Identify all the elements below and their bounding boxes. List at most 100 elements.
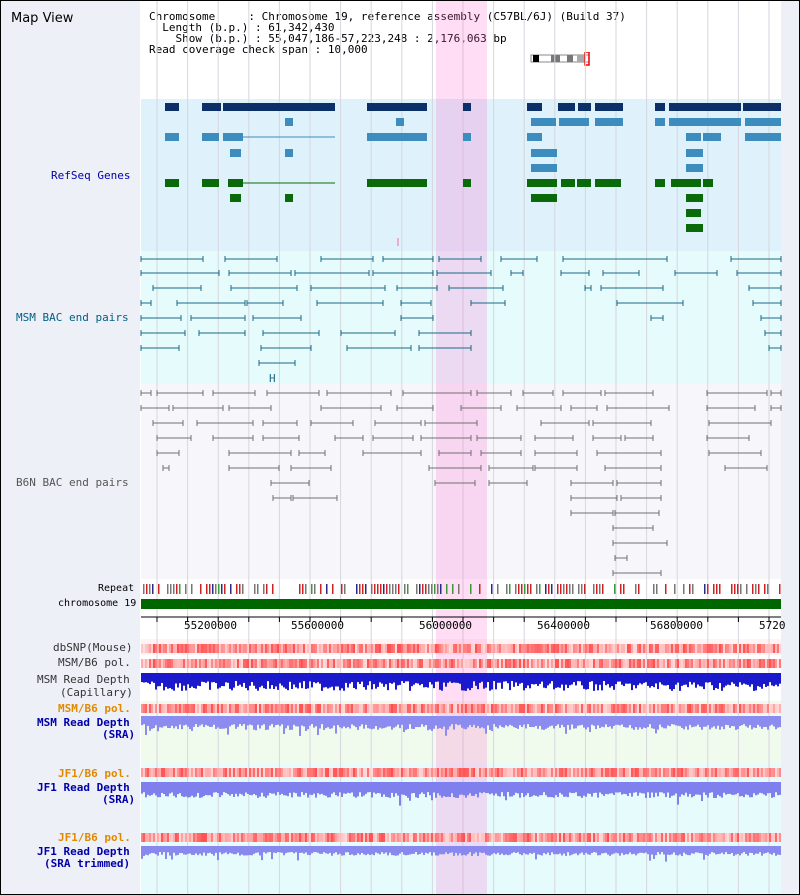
heat-strip-cell: [593, 833, 595, 842]
read-depth-bar: [239, 673, 241, 685]
heat-strip-cell: [473, 833, 475, 842]
read-depth-bar: [421, 673, 423, 684]
read-depth-bar: [553, 846, 555, 855]
read-depth-bar: [313, 716, 315, 728]
heat-strip-cell: [581, 704, 583, 713]
heat-strip-cell: [509, 659, 511, 668]
read-depth-bar: [725, 673, 727, 686]
read-depth-bar: [779, 782, 781, 795]
heat-strip-cell: [701, 644, 703, 653]
heat-strip-cell: [623, 659, 625, 668]
heat-strip-cell: [605, 833, 607, 842]
refseq-exon: [165, 133, 179, 141]
repeat-mark: [635, 584, 637, 594]
heat-strip-cell: [651, 768, 653, 777]
heat-strip-cell: [717, 768, 719, 777]
read-depth-bar: [765, 716, 767, 727]
heat-strip-cell: [337, 704, 339, 713]
heat-strip-cell: [181, 833, 183, 842]
read-depth-bar: [603, 782, 605, 796]
repeat-mark: [707, 584, 709, 594]
read-depth-bar: [721, 846, 723, 853]
heat-strip-cell: [645, 768, 647, 777]
heat-strip-cell: [275, 644, 277, 653]
read-depth-bar: [665, 846, 667, 862]
read-depth-bar: [147, 782, 149, 795]
read-depth-bar: [743, 846, 745, 853]
heat-strip-cell: [403, 659, 405, 668]
heat-strip-cell: [477, 644, 479, 653]
heat-strip-cell: [371, 833, 373, 842]
heat-strip-cell: [547, 704, 549, 713]
heat-strip-cell: [351, 833, 353, 842]
read-depth-bar: [711, 782, 713, 793]
read-depth-bar: [429, 673, 431, 683]
heat-strip-cell: [357, 644, 359, 653]
read-depth-bar: [327, 782, 329, 798]
heat-strip-cell: [677, 768, 679, 777]
heat-strip-cell: [261, 659, 263, 668]
read-depth-bar: [145, 846, 147, 855]
heat-strip-cell: [277, 768, 279, 777]
repeat-mark: [674, 584, 676, 594]
heat-strip-cell: [271, 659, 273, 668]
read-depth-bar: [571, 716, 573, 725]
read-depth-bar: [243, 846, 245, 856]
read-depth-bar: [401, 716, 403, 725]
heat-strip-cell: [481, 704, 483, 713]
read-depth-bar: [329, 782, 331, 798]
heat-strip-cell: [183, 644, 185, 653]
read-depth-bar: [297, 846, 299, 861]
read-depth-bar: [483, 782, 485, 793]
refseq-exon: [577, 179, 591, 187]
heat-strip-cell: [545, 704, 547, 713]
heat-strip-cell: [157, 704, 159, 713]
read-depth-bar: [405, 846, 407, 856]
read-depth-bar: [651, 846, 653, 855]
read-depth-bar: [745, 846, 747, 854]
heat-strip-cell: [499, 768, 501, 777]
read-depth-bar: [231, 716, 233, 725]
read-depth-bar: [607, 716, 609, 728]
heat-strip-cell: [231, 833, 233, 842]
heat-strip-cell: [685, 644, 687, 653]
read-depth-bar: [779, 846, 781, 855]
heat-strip-cell: [189, 768, 191, 777]
heat-strip-cell: [311, 644, 313, 653]
heat-strip-cell: [363, 704, 365, 713]
read-depth-bar: [467, 716, 469, 728]
heat-strip-cell: [335, 768, 337, 777]
heat-strip-cell: [267, 768, 269, 777]
heat-strip-cell: [183, 833, 185, 842]
heat-strip-cell: [295, 704, 297, 713]
read-depth-bar: [701, 716, 703, 730]
heat-strip-cell: [763, 659, 765, 668]
heat-strip-cell: [727, 644, 729, 653]
heat-strip-cell: [383, 659, 385, 668]
read-depth-bar: [529, 716, 531, 727]
heat-strip-cell: [669, 659, 671, 668]
heat-strip-cell: [495, 659, 497, 668]
read-depth-bar: [685, 716, 687, 727]
read-depth-bar: [589, 782, 591, 794]
heat-strip-cell: [509, 704, 511, 713]
read-depth-bar: [219, 716, 221, 729]
heat-strip-cell: [611, 704, 613, 713]
heat-strip-cell: [451, 644, 453, 653]
heat-strip-cell: [763, 644, 765, 653]
heat-strip-cell: [413, 768, 415, 777]
read-depth-bar: [283, 716, 285, 735]
read-depth-bar: [575, 673, 577, 686]
read-depth-bar: [565, 846, 567, 856]
heat-strip-cell: [475, 768, 477, 777]
read-depth-bar: [261, 846, 263, 861]
heat-strip-cell: [469, 704, 471, 713]
read-depth-bar: [587, 673, 589, 690]
heat-strip-cell: [705, 833, 707, 842]
heat-strip-cell: [393, 659, 395, 668]
read-depth-bar: [643, 846, 645, 854]
read-depth-bar: [201, 716, 203, 725]
heat-strip-cell: [317, 659, 319, 668]
read-depth-bar: [655, 716, 657, 734]
